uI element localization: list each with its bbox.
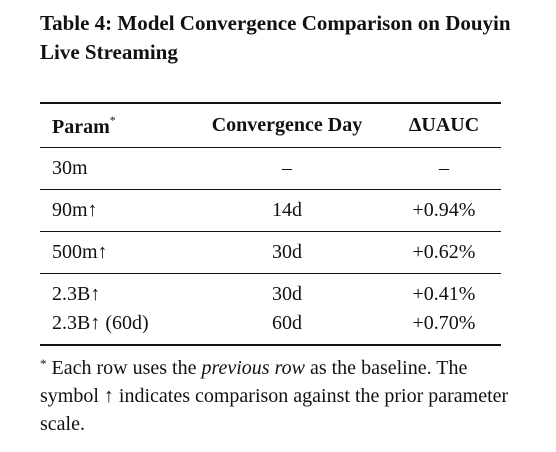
table-cell: +0.41%	[412, 283, 476, 305]
footnote: * Each row uses the previous row as the …	[40, 350, 512, 438]
header-cell: ΔUAUC	[387, 103, 501, 148]
header-cell: Convergence Day	[187, 103, 387, 148]
table-header: Param* Convergence Day ΔUAUC	[40, 103, 501, 148]
footnote-marker: *	[40, 356, 47, 371]
table-row: 90m↑ 14d +0.94%	[40, 190, 501, 232]
table-cell: +0.62%	[412, 241, 476, 263]
table-row: 2.3B↑ 30d +0.41%	[40, 274, 501, 310]
header-row: Param* Convergence Day ΔUAUC	[40, 103, 501, 148]
table: Param* Convergence Day ΔUAUC 30m – – 90m↑ 14d +…	[40, 102, 501, 346]
table-cell: 14d	[272, 199, 302, 221]
row-group: 90m↑ 14d +0.94%	[40, 190, 501, 232]
table-cell: 90m↑	[52, 199, 98, 221]
table-cell: 30d	[272, 283, 302, 305]
header-note: *	[109, 112, 116, 127]
row-group: 2.3B↑ 30d +0.41% 2.3B↑ (60d) 60d +0.70%	[40, 274, 501, 345]
table-row: 30m – –	[40, 148, 501, 190]
table-row: 2.3B↑ (60d) 60d +0.70%	[40, 309, 501, 345]
table-cell: 60d	[272, 312, 302, 334]
header-cell: Param*	[40, 103, 187, 148]
table-cell: 2.3B↑	[52, 283, 101, 305]
table-cell: +0.94%	[412, 199, 476, 221]
header-text: ΔUAUC	[408, 114, 480, 136]
table-title: Table 4: Model Convergence Comparison on…	[40, 11, 511, 64]
table-cell: 30d	[272, 241, 302, 263]
row-group: 30m – –	[40, 148, 501, 190]
table-row: 500m↑ 30d +0.62%	[40, 232, 501, 274]
table-cell: –	[439, 157, 449, 179]
table-cell: –	[282, 157, 292, 179]
footnote-emphasis: previous row	[201, 357, 305, 379]
header-text: Convergence Day	[211, 114, 363, 136]
row-group: 500m↑ 30d +0.62%	[40, 232, 501, 274]
table-cell: 2.3B↑ (60d)	[52, 312, 149, 334]
header-text: Param	[52, 115, 110, 138]
table-cell: 30m	[52, 157, 88, 179]
footnote-text: as the baseline. The symbol ↑ indicates …	[40, 357, 509, 435]
footnote-text: Each row uses the	[46, 357, 202, 379]
table-cell: +0.70%	[412, 312, 476, 334]
table-cell: 500m↑	[52, 241, 108, 263]
